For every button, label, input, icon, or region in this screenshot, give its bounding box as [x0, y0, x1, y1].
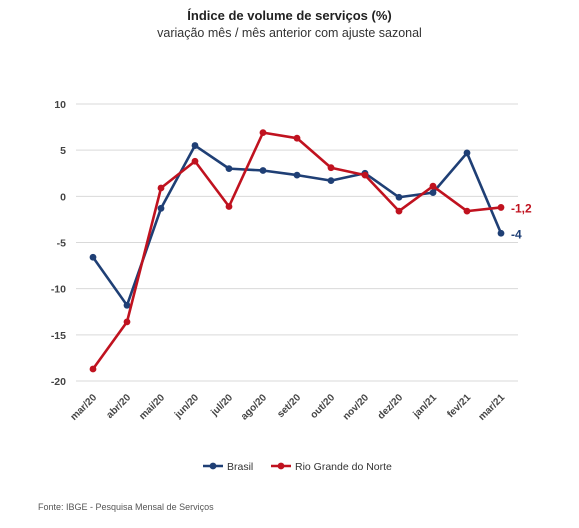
data-point: [429, 182, 437, 190]
data-point: [123, 301, 131, 309]
x-tick-label: abr/20: [105, 392, 134, 421]
data-point: [157, 184, 165, 192]
series-lines: [89, 129, 505, 373]
x-tick-label: set/20: [275, 392, 303, 420]
legend-item: Brasil: [203, 461, 253, 473]
y-axis: 10 5 0 -5 -10 -15 -20: [51, 99, 66, 388]
x-tick-label: dez/20: [376, 392, 406, 422]
data-point: [89, 253, 97, 261]
data-point: [361, 171, 369, 179]
legend-label: Rio Grande do Norte: [295, 461, 392, 473]
data-point: [191, 142, 199, 149]
data-point: [463, 207, 471, 215]
series-line: [91, 144, 503, 307]
data-point: [327, 164, 335, 172]
data-point: [429, 189, 437, 197]
data-point: [395, 193, 403, 201]
series-brasil: [89, 142, 505, 309]
legend: Brasil Rio Grande do Norte: [203, 461, 392, 473]
x-tick-label: jan/21: [411, 392, 440, 421]
data-point: [497, 204, 505, 211]
end-value-label: -4: [511, 227, 522, 241]
gridlines: [76, 103, 518, 382]
data-point: [259, 167, 267, 174]
y-tick-label: -15: [51, 330, 66, 342]
end-value-label: -1,2: [511, 201, 532, 215]
x-tick-label: nov/20: [341, 392, 371, 422]
y-tick-label: -20: [51, 376, 66, 388]
source-note: Fonte: IBGE - Pesquisa Mensal de Serviço…: [38, 502, 214, 512]
data-point: [157, 204, 165, 212]
x-tick-label: jun/20: [172, 392, 201, 421]
x-tick-label: mai/20: [137, 392, 167, 422]
legend-marker: [209, 462, 217, 470]
y-tick-label: -5: [57, 238, 66, 250]
data-point: [293, 134, 301, 142]
legend-label: Brasil: [227, 461, 253, 473]
data-point: [225, 203, 233, 210]
data-point: [395, 207, 403, 215]
y-tick-label: 0: [60, 191, 66, 203]
y-tick-label: -10: [51, 284, 66, 296]
x-axis: mar/20 abr/20 mai/20 jun/20 jul/20 ago/20 set/…: [69, 392, 508, 423]
data-point: [497, 229, 505, 237]
legend-marker: [277, 462, 285, 470]
y-tick-label: 10: [54, 99, 66, 111]
data-point: [89, 365, 97, 373]
x-tick-label: fev/21: [445, 392, 473, 420]
data-point: [123, 318, 131, 326]
data-point: [259, 129, 267, 137]
x-tick-label: mar/21: [477, 392, 508, 423]
data-point: [191, 157, 199, 165]
series-line: [91, 131, 502, 370]
data-point: [225, 165, 233, 173]
legend-item: Rio Grande do Norte: [271, 461, 392, 473]
y-tick-label: 5: [60, 145, 66, 157]
data-point: [293, 171, 301, 179]
x-tick-label: mar/20: [69, 392, 100, 423]
chart-title: Índice de volume de serviços (%): [187, 8, 392, 23]
data-point: [463, 149, 471, 157]
x-tick-label: ago/20: [239, 392, 269, 422]
data-point: [327, 177, 335, 185]
x-tick-label: jul/20: [209, 392, 236, 419]
chart-subtitle: variação mês / mês anterior com ajuste s…: [157, 26, 422, 40]
end-labels: -4 -1,2: [511, 201, 532, 241]
series-rio-grande-do-norte: [89, 129, 505, 373]
x-tick-label: out/20: [309, 392, 338, 421]
